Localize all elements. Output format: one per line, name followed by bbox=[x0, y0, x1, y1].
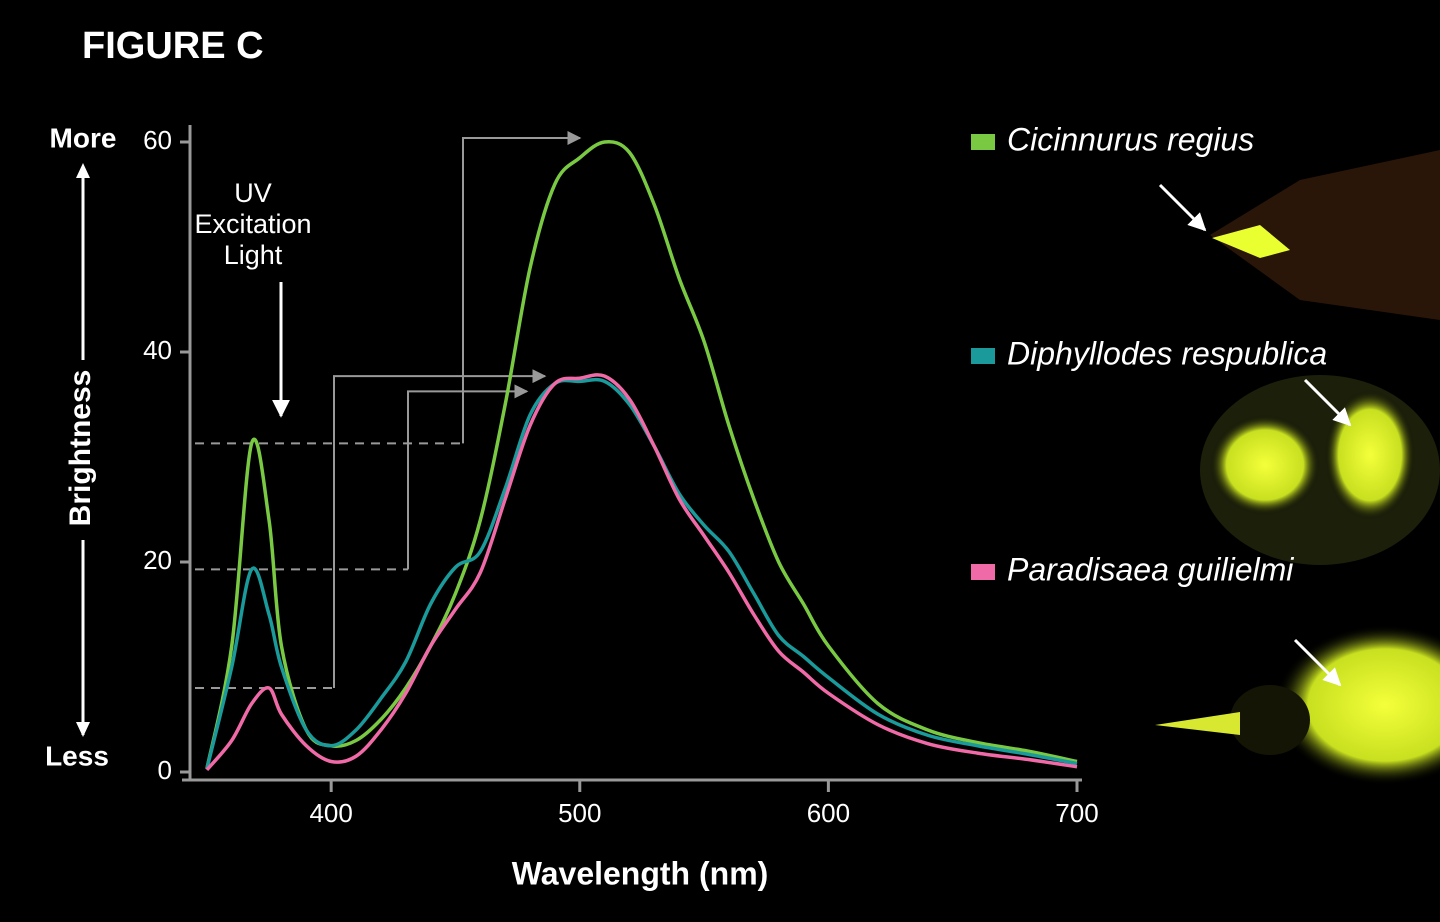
x-axis-label: Wavelength (nm) bbox=[512, 855, 769, 891]
y-tick-label: 40 bbox=[143, 335, 172, 365]
legend-label: Paradisaea guilielmi bbox=[1007, 551, 1294, 587]
legend-swatch bbox=[971, 564, 995, 580]
peak-connector bbox=[407, 384, 529, 570]
legend-label: Cicinnurus regius bbox=[1007, 121, 1254, 157]
legend-swatch bbox=[971, 134, 995, 150]
label-bg bbox=[60, 360, 106, 540]
y-tick-label: 0 bbox=[158, 755, 172, 785]
annotation: UV bbox=[234, 178, 272, 208]
peak-connector bbox=[462, 131, 582, 444]
annotation: Light bbox=[224, 240, 283, 270]
x-tick-label: 400 bbox=[309, 798, 352, 828]
less-label: Less bbox=[45, 740, 109, 771]
y-axis-label: Brightness bbox=[64, 370, 97, 527]
y-tick-label: 20 bbox=[143, 545, 172, 575]
annotation: Excitation bbox=[194, 209, 311, 239]
y-tick-label: 60 bbox=[143, 125, 172, 155]
series-line bbox=[205, 373, 1078, 772]
series-line bbox=[205, 140, 1078, 770]
legend-swatch bbox=[971, 348, 995, 364]
legend-label: Diphyllodes respublica bbox=[1007, 335, 1327, 371]
birds bbox=[1155, 150, 1440, 785]
peak-connector bbox=[333, 369, 547, 688]
x-tick-label: 700 bbox=[1055, 798, 1098, 828]
series-line bbox=[205, 377, 1078, 770]
title: FIGURE C bbox=[82, 25, 264, 67]
more-label: More bbox=[50, 122, 117, 153]
x-tick-label: 600 bbox=[807, 798, 850, 828]
x-tick-label: 500 bbox=[558, 798, 601, 828]
